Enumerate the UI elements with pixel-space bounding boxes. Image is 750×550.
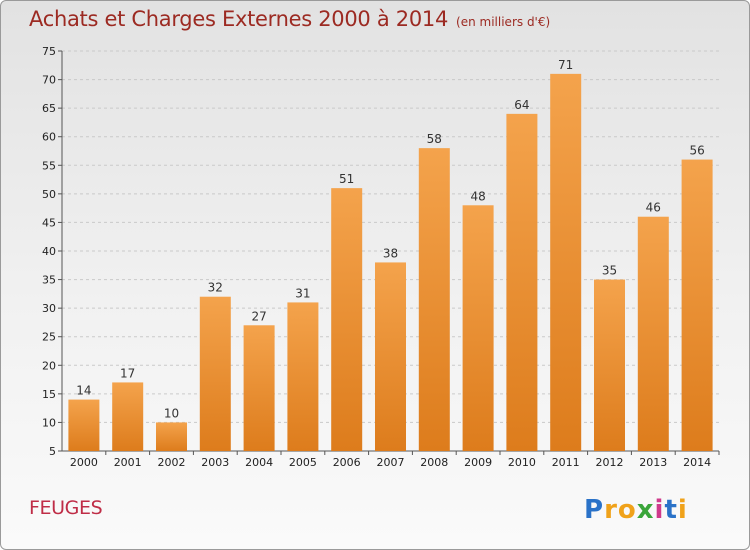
x-tick-label: 2002 — [158, 456, 186, 469]
data-label: 56 — [689, 144, 704, 158]
data-label: 71 — [558, 58, 573, 72]
x-tick-label: 2006 — [333, 456, 361, 469]
bar — [68, 399, 100, 451]
data-label: 31 — [295, 286, 310, 300]
y-tick-label: 40 — [42, 245, 56, 258]
x-tick-label: 2001 — [114, 456, 142, 469]
logo-letter: P — [584, 495, 604, 524]
data-labels: 14 17 10 32 27 31 51 38 58 48 64 71 35 46 56 — [76, 58, 704, 421]
y-tick-label: 15 — [42, 388, 56, 401]
logo-letter: r — [604, 495, 618, 524]
x-tick-label: 2012 — [596, 456, 624, 469]
data-label: 46 — [646, 201, 661, 215]
svg-text:Proxiti: Proxiti — [584, 495, 688, 524]
x-tick-label: 2003 — [201, 456, 229, 469]
bar — [506, 113, 538, 451]
bar — [375, 262, 406, 451]
bar — [550, 73, 582, 451]
logo-letter: o — [618, 495, 637, 524]
bar — [331, 188, 363, 451]
data-label: 27 — [251, 309, 266, 323]
y-tick-label: 70 — [42, 74, 56, 87]
x-tick-label: 2004 — [245, 456, 273, 469]
x-tick-label: 2013 — [639, 456, 667, 469]
x-tick-label: 2005 — [289, 456, 317, 469]
data-label: 48 — [470, 189, 485, 203]
y-tick-label: 20 — [42, 359, 56, 372]
y-tick-label: 30 — [42, 302, 56, 315]
chart-title-text: Achats et Charges Externes 2000 à 2014 — [29, 7, 449, 31]
data-label: 32 — [208, 281, 223, 295]
data-label: 64 — [514, 98, 529, 112]
bar — [199, 296, 231, 451]
logo-letter: x — [637, 495, 655, 524]
y-tick-label: 55 — [42, 159, 56, 172]
bar — [681, 159, 713, 452]
y-tick-label: 35 — [42, 274, 56, 287]
bar — [462, 205, 494, 451]
x-tick-label: 2007 — [377, 456, 405, 469]
proxiti-logo: Proxiti — [584, 495, 688, 524]
x-tick-label: 2010 — [508, 456, 536, 469]
data-label: 35 — [602, 264, 617, 278]
bar — [637, 216, 669, 451]
y-tick-label: 25 — [42, 331, 56, 344]
y-tick-label: 65 — [42, 102, 56, 115]
commune-name: FEUGES — [29, 497, 103, 519]
chart-subtitle: (en milliers d'€) — [456, 15, 551, 29]
y-tick-label: 60 — [42, 131, 56, 144]
axes: 5 10 15 20 25 30 35 40 45 50 55 60 65 70 75 2000 2001 200… — [42, 45, 720, 469]
data-label: 17 — [120, 366, 135, 380]
y-tick-label: 50 — [42, 188, 56, 201]
y-tick-label: 75 — [42, 45, 56, 58]
bar — [287, 302, 319, 451]
x-tick-label: 2008 — [420, 456, 448, 469]
x-tick-label: 2009 — [464, 456, 492, 469]
x-tick-label: 2011 — [552, 456, 580, 469]
x-tick-label: 2000 — [70, 456, 98, 469]
bar — [156, 422, 187, 451]
logo-letter: i — [678, 495, 688, 524]
bars — [68, 73, 713, 452]
chart-title: Achats et Charges Externes 2000 à 2014 (e… — [29, 7, 550, 31]
y-tick-label: 10 — [42, 416, 56, 429]
data-label: 10 — [164, 406, 179, 420]
bar — [243, 325, 275, 451]
data-label: 38 — [383, 246, 398, 260]
logo-letter: i — [655, 495, 665, 524]
data-label: 58 — [427, 132, 442, 146]
x-tick-label: 2014 — [683, 456, 711, 469]
y-tick-label: 45 — [42, 216, 56, 229]
data-label: 51 — [339, 172, 354, 186]
data-label: 14 — [76, 384, 91, 398]
y-tick-label: 5 — [49, 445, 56, 458]
bar — [418, 148, 450, 451]
bar — [594, 279, 625, 451]
bar — [112, 382, 144, 451]
logo-letter: t — [664, 495, 677, 524]
